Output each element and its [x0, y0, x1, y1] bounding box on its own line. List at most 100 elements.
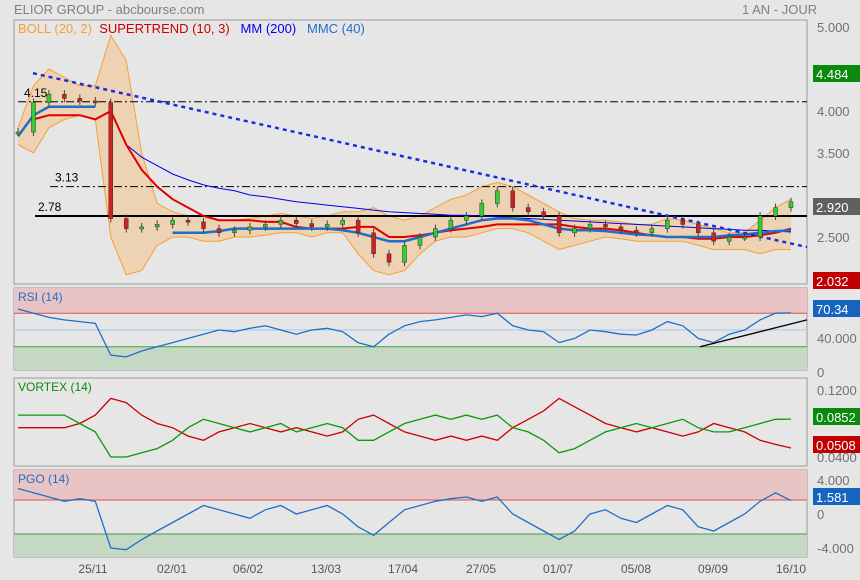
candle: [680, 219, 686, 225]
x-tick-label: 13/03: [311, 562, 341, 576]
bollinger-band-fill: [18, 35, 791, 275]
candle: [618, 226, 624, 231]
candle: [185, 219, 191, 223]
pgo-upper-zone: [14, 470, 807, 500]
vortex-plus-line: [18, 414, 792, 458]
rsi-label: RSI (14): [18, 290, 63, 304]
y-tick-label: 40.000: [817, 331, 857, 346]
candle: [525, 207, 531, 213]
candle: [77, 98, 83, 102]
candle: [634, 230, 639, 234]
candle: [541, 211, 546, 217]
candle: [216, 228, 222, 234]
badge-pgo-bg: [813, 488, 860, 505]
badge-last: 2.920: [816, 200, 849, 215]
legend-supertrend: SUPERTREND (10, 3): [99, 21, 230, 36]
level-label: 3.13: [55, 171, 79, 185]
x-tick-label: 01/07: [543, 562, 573, 576]
candle: [355, 219, 361, 234]
rsi-oversold-zone: [14, 346, 807, 370]
candle: [417, 236, 423, 246]
x-tick-label: 09/09: [698, 562, 728, 576]
badge-vortex-plus-bg: [813, 408, 860, 425]
candle: [757, 215, 763, 238]
y-tick-label: 2.500: [817, 230, 850, 245]
y-tick-label: 5.000: [817, 20, 850, 35]
rsi-line: [17, 308, 792, 358]
vortex-label: VORTEX (14): [18, 380, 92, 394]
level-label: 4.15: [24, 86, 48, 100]
candle: [294, 219, 299, 224]
rsi-trendline: [699, 319, 808, 348]
candle: [309, 223, 314, 228]
bollinger-lower: [17, 114, 791, 276]
y-tick-label: 0: [817, 365, 824, 380]
candle: [448, 219, 454, 229]
pgo-line: [17, 487, 792, 551]
candle: [665, 219, 670, 229]
candle: [510, 190, 515, 208]
y-tick-label: 4.000: [817, 104, 850, 119]
candle: [556, 215, 562, 234]
badge-vortex-plus: 0.0852: [816, 410, 856, 425]
level-label: 2.78: [38, 200, 62, 214]
candle: [464, 215, 469, 221]
x-tick-label: 27/05: [466, 562, 496, 576]
candle: [340, 219, 345, 225]
candle: [201, 221, 206, 229]
candle: [495, 190, 500, 204]
candle: [479, 203, 485, 217]
pgo-lower-zone: [14, 533, 807, 557]
candle: [324, 224, 330, 228]
badge-low: 2.032: [816, 274, 849, 289]
chart-title: ELIOR GROUP - abcbourse.com: [14, 2, 205, 17]
badge-vortex-minus: 0.0508: [816, 438, 856, 453]
candle: [278, 219, 284, 225]
badge-vortex-minus-bg: [813, 436, 860, 453]
candle: [695, 224, 701, 234]
candle: [263, 224, 268, 228]
candle: [232, 230, 237, 234]
candle: [587, 224, 593, 229]
candle: [603, 224, 608, 228]
x-tick-label: 25/11: [78, 562, 107, 576]
x-tick-label: 17/04: [388, 562, 418, 576]
legend-mm200: MM (200): [240, 21, 297, 36]
y-tick-label: 4.000: [817, 473, 850, 488]
period-label[interactable]: 1 AN - JOUR: [742, 2, 818, 17]
badge-pgo: 1.581: [816, 490, 849, 505]
x-tick-label: 06/02: [233, 562, 263, 576]
legend-mmc40: MMC (40): [307, 21, 365, 36]
vortex-minus-line: [18, 397, 792, 449]
y-tick-label: 0.1200: [817, 383, 857, 398]
candle: [371, 232, 376, 255]
mm200-line: [125, 144, 792, 233]
candle: [711, 232, 716, 242]
mmc40-line: [16, 105, 792, 243]
candle: [788, 201, 794, 208]
x-tick-label: 16/10: [776, 562, 806, 576]
badge-high: 4.484: [816, 67, 849, 82]
badge-last-bg: [813, 198, 860, 215]
badge-rsi: 70.34: [816, 302, 849, 317]
candle: [62, 93, 67, 99]
legend: BOLL (20, 2) SUPERTREND (10, 3) MM (200)…: [18, 21, 365, 36]
candle: [139, 226, 144, 230]
candle: [154, 224, 160, 228]
candle: [247, 226, 253, 231]
y-tick-label: 3.500: [817, 146, 850, 161]
candle: [15, 131, 21, 135]
badge-rsi-bg: [813, 300, 860, 317]
candle: [742, 236, 747, 240]
candle: [123, 218, 129, 229]
candle: [386, 253, 392, 263]
badge-low-bg: [813, 272, 860, 289]
x-tick-label: 02/01: [157, 562, 187, 576]
candle: [726, 236, 732, 242]
candle: [108, 102, 114, 219]
candle: [402, 245, 407, 263]
y-tick-label: -4.000: [817, 541, 854, 556]
candle: [773, 207, 778, 217]
